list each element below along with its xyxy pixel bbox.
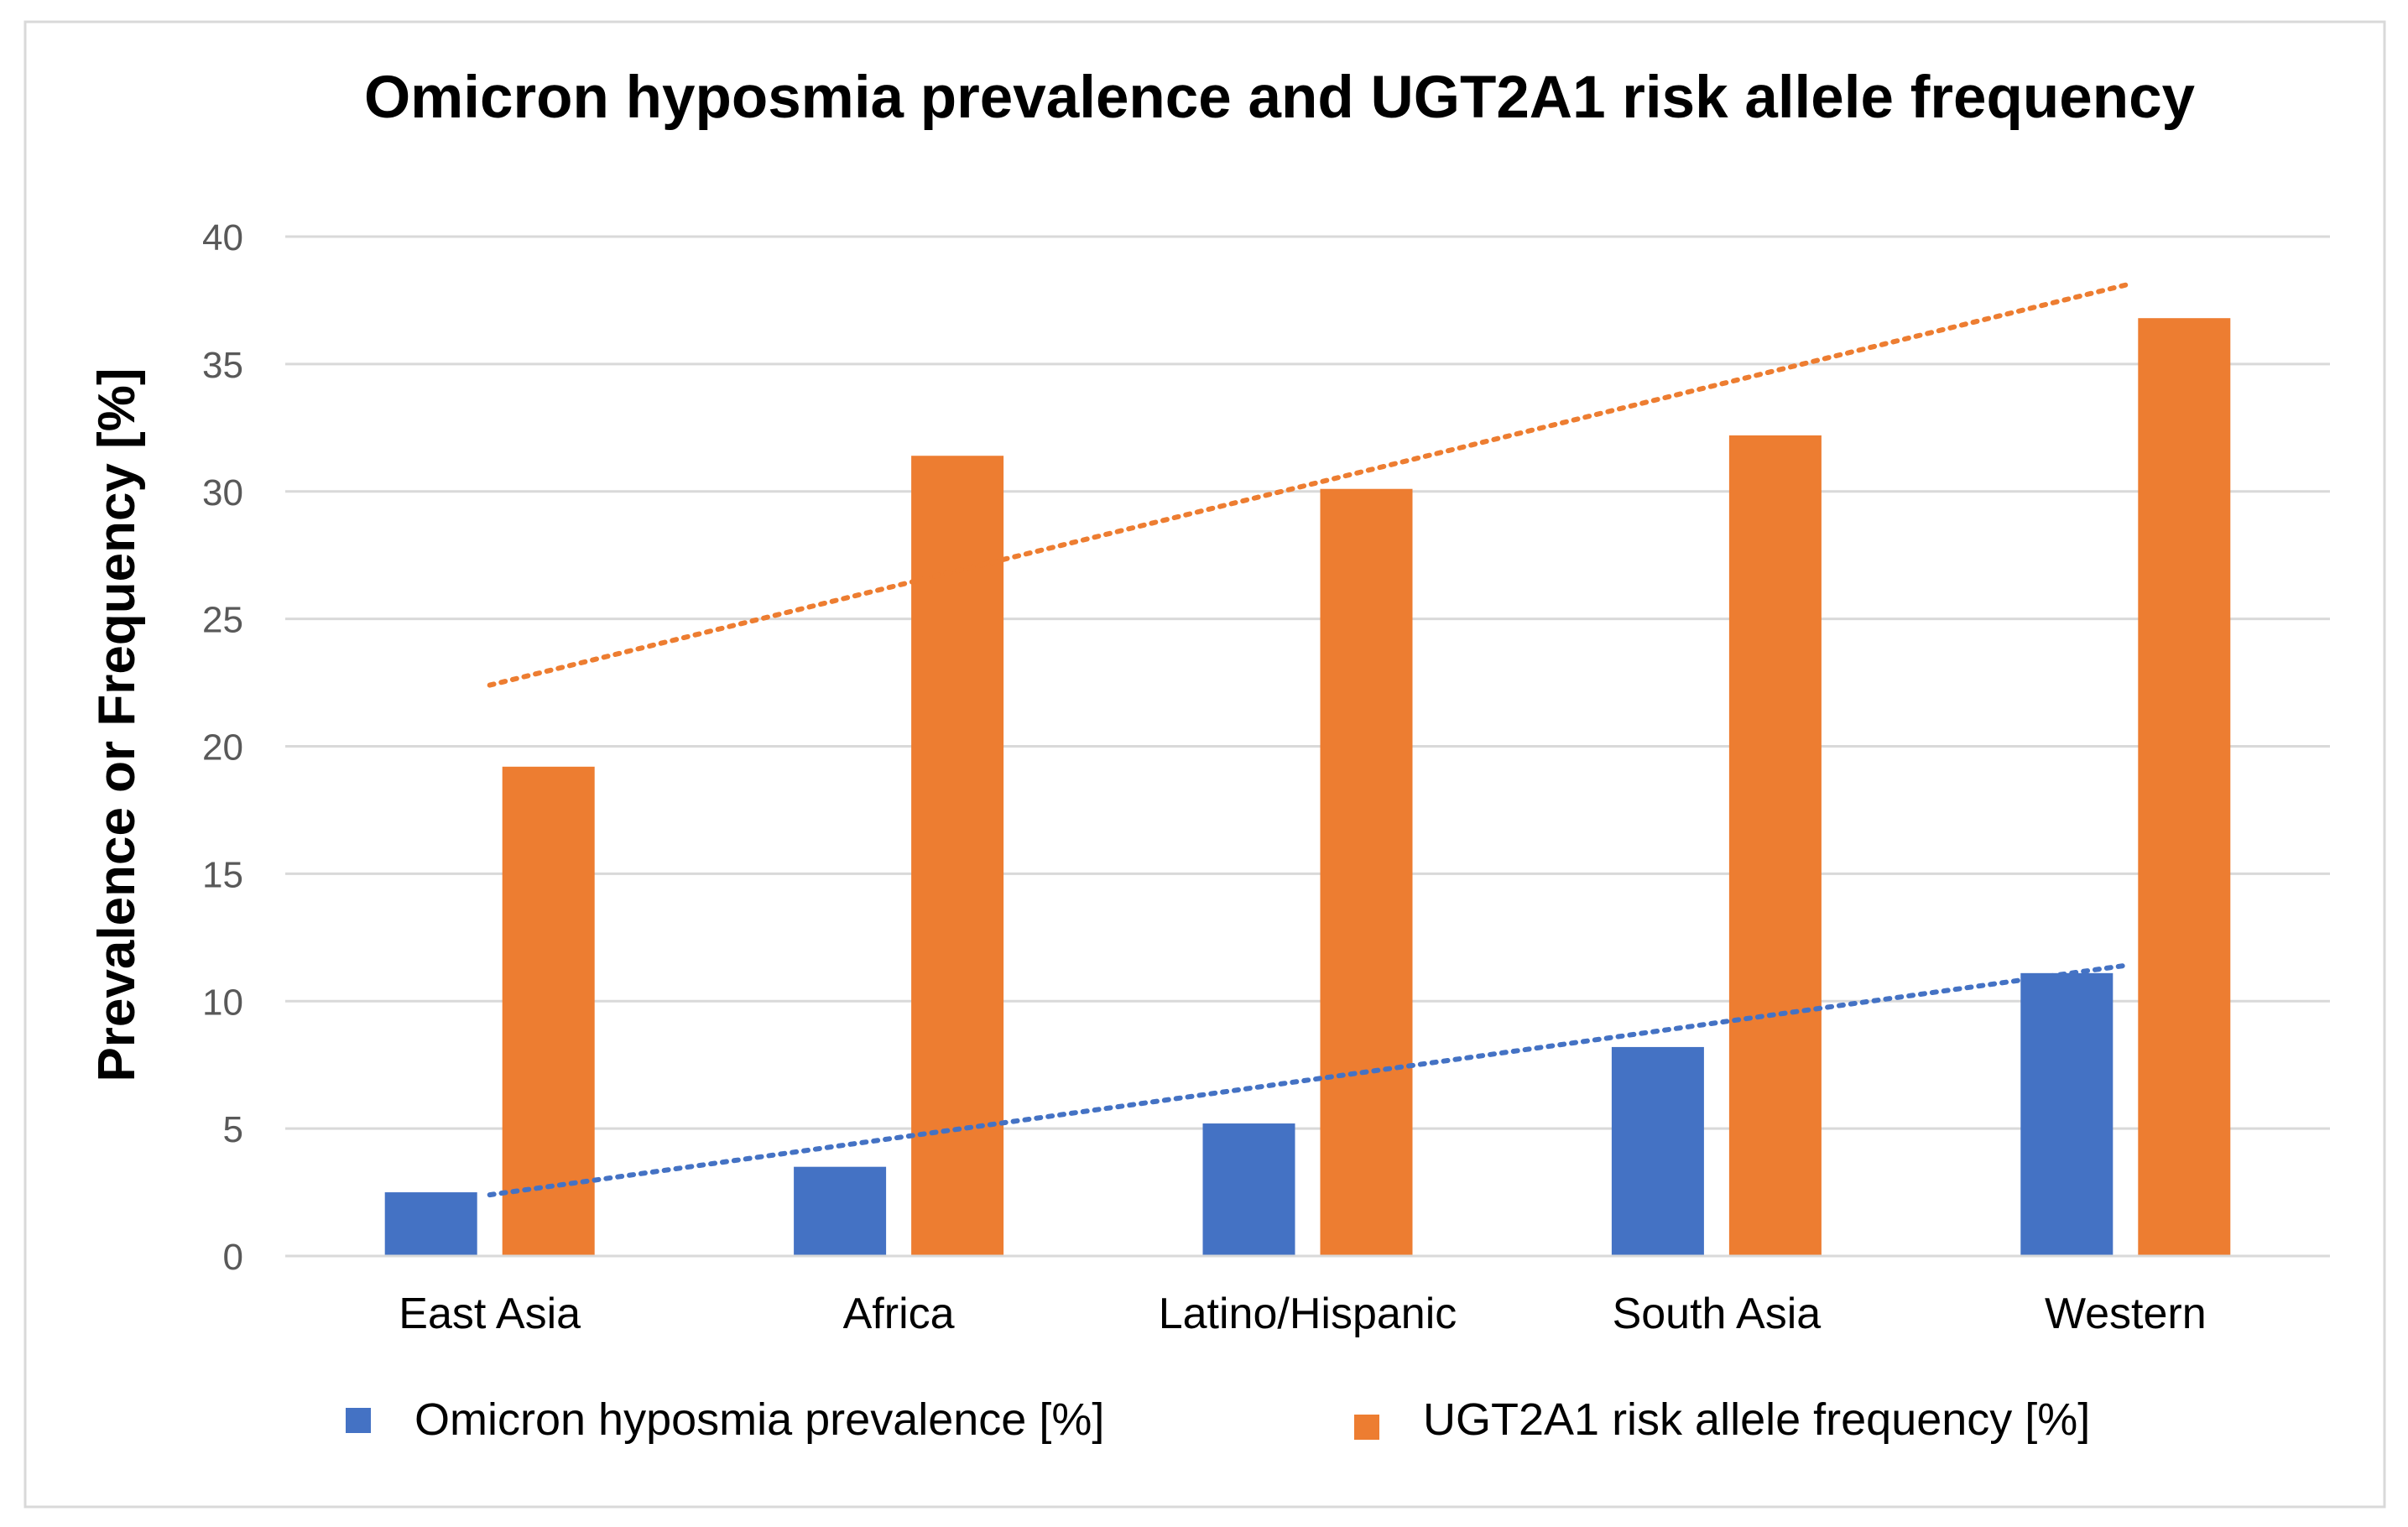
trendline-hyposmia-prevalence [487,962,2129,1198]
x-axis-ticks: East Asia Africa Latino/Hispanic South Asia… [399,1290,2206,1338]
y-tick-label: 25 [202,600,243,641]
bar-hyposmia-prevalence [2020,972,2114,1256]
bar-risk-allele-frequency [1728,435,1822,1256]
bar-hyposmia-prevalence [384,1192,477,1256]
bar-risk-allele-frequency [2138,318,2231,1257]
trendlines [487,282,2129,1198]
x-tick-label: East Asia [399,1290,581,1338]
y-tick-label: 15 [202,854,243,895]
y-tick-label: 30 [202,472,243,513]
bar-hyposmia-prevalence [1611,1046,1704,1256]
trendline-risk-allele-frequency [487,282,2129,688]
y-tick-label: 5 [223,1109,243,1150]
y-axis-label: Prevalence or Frequency [%] [88,367,146,1081]
bars [384,318,2231,1257]
y-tick-label: 40 [202,217,243,258]
bar-hyposmia-prevalence [1202,1123,1295,1256]
y-tick-label: 10 [202,982,243,1023]
x-tick-label: Latino/Hispanic [1159,1290,1457,1338]
bar-risk-allele-frequency [502,766,595,1256]
chart-title: Omicron hyposmia prevalence and UGT2A1 r… [364,65,2196,131]
bar-risk-allele-frequency [911,456,1004,1256]
legend-label: UGT2A1 risk allele frequency [%] [1423,1394,2090,1445]
y-tick-label: 35 [202,345,243,386]
gridlines [285,235,2330,1130]
y-tick-label: 20 [202,727,243,769]
x-tick-label: Western [2045,1290,2207,1338]
legend-swatch-hyposmia-prevalence [346,1408,371,1433]
chart-frame [23,20,2386,1509]
x-tick-label: South Asia [1613,1290,1822,1338]
legend: Omicron hyposmia prevalence [%] UGT2A1 ri… [346,1394,2090,1445]
x-tick-label: Africa [843,1290,955,1338]
legend-label: Omicron hyposmia prevalence [%] [414,1394,1104,1445]
legend-swatch-risk-allele-frequency [1354,1415,1379,1440]
y-tick-label: 0 [223,1237,243,1278]
bar-hyposmia-prevalence [794,1166,887,1256]
bar-risk-allele-frequency [1320,488,1413,1256]
y-axis-ticks: 0 5 10 15 20 25 30 35 40 [202,217,243,1278]
